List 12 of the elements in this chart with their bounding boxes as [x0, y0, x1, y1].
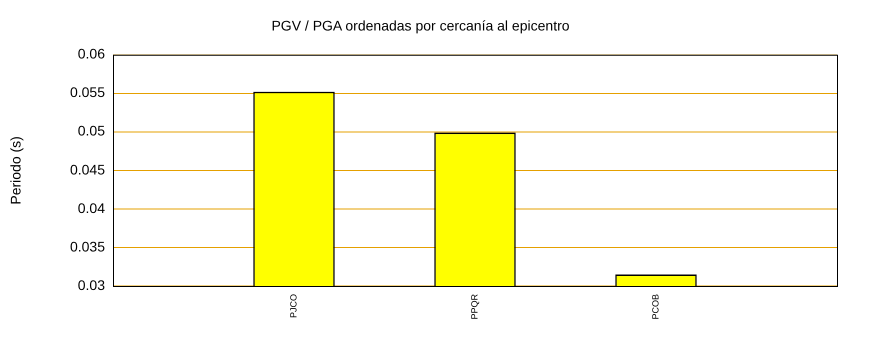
x-tick-label: PJCO [288, 294, 298, 318]
y-tick-label: 0.045 [70, 161, 106, 178]
y-tick-label: 0.055 [70, 84, 106, 100]
y-tick-label: 0.06 [78, 46, 106, 62]
chart-title: PGV / PGA ordenadas por cercanía al epicentro [271, 17, 570, 34]
x-tick-label: PCOB [650, 294, 660, 320]
y-tick-label: 0.05 [78, 122, 106, 139]
x-tick-label: PPQR [469, 294, 480, 320]
y-axis-title: Periodo (s) [7, 136, 24, 205]
y-tick-label: 0.04 [78, 200, 106, 216]
y-tick-label: 0.03 [78, 276, 106, 293]
y-tick-label: 0.035 [70, 238, 106, 254]
